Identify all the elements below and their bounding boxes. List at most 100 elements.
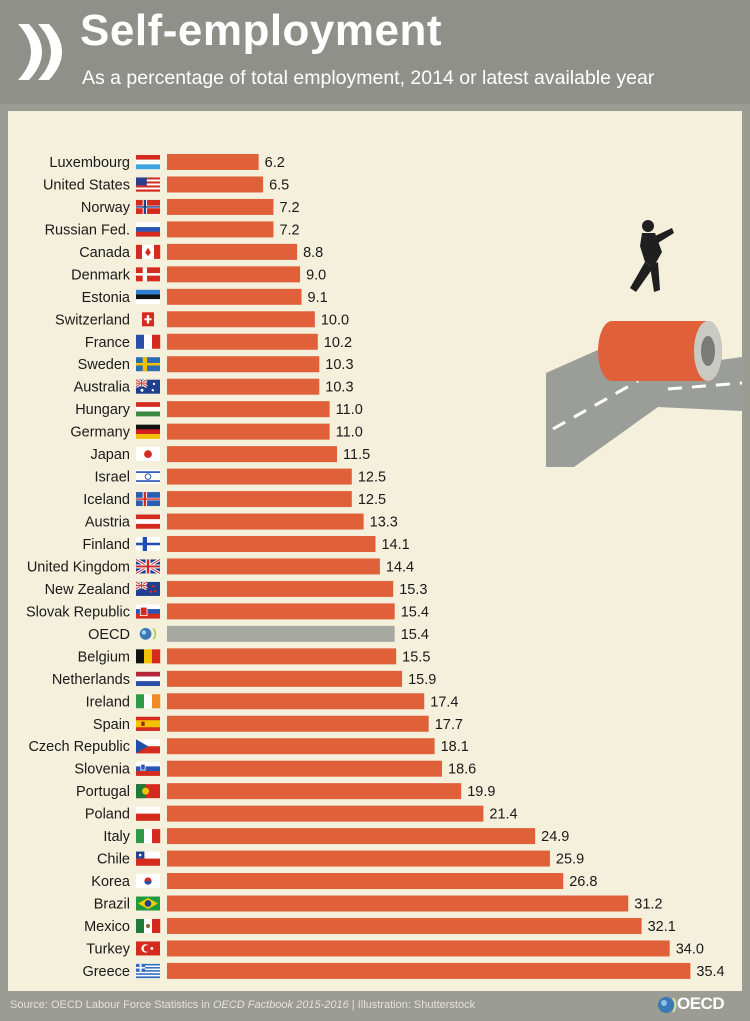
- value-label: 7.2: [279, 222, 299, 238]
- flag-hu-icon: [136, 402, 160, 417]
- flag-de-icon: [136, 424, 160, 439]
- bar-row-slovak-republic: Slovak Republic 15.4: [26, 603, 429, 620]
- bar: [167, 154, 259, 170]
- bar-row-poland: Poland 21.4: [85, 805, 518, 823]
- flag-oecd-icon: [139, 627, 157, 640]
- value-label: 19.9: [467, 784, 495, 800]
- value-label: 6.5: [269, 177, 289, 193]
- bar-row-portugal: Portugal 19.9: [76, 783, 495, 800]
- value-label: 14.4: [386, 559, 414, 575]
- value-label: 11.0: [336, 425, 363, 441]
- category-label: Slovak Republic: [26, 604, 130, 620]
- bar-row-israel: Israel 12.5: [95, 468, 386, 486]
- category-label: Israel: [95, 470, 130, 486]
- value-label: 32.1: [648, 919, 676, 935]
- value-label: 15.4: [401, 627, 429, 643]
- flag-cl-icon: [136, 851, 160, 866]
- flag-se-icon: [136, 357, 160, 372]
- value-label: 13.3: [370, 515, 398, 531]
- bar: [167, 221, 274, 238]
- bar-row-italy: Italy 24.9: [103, 828, 569, 845]
- category-label: Poland: [85, 807, 130, 823]
- oecd-chevrons-logo-icon: [18, 24, 62, 80]
- bar-row-hungary: Hungary 11.0: [75, 401, 363, 418]
- value-label: 15.9: [408, 672, 436, 688]
- category-label: Iceland: [83, 492, 130, 508]
- flag-lu-icon: [136, 155, 160, 170]
- bar: [167, 940, 670, 957]
- category-label: Australia: [74, 380, 131, 396]
- flag-pl-icon: [136, 806, 160, 821]
- value-label: 11.0: [336, 402, 363, 418]
- bar-row-korea: Korea 26.8: [91, 873, 597, 890]
- bar: [167, 828, 536, 845]
- category-label: OECD: [88, 627, 130, 643]
- value-label: 15.4: [401, 604, 429, 620]
- bar: [167, 715, 429, 732]
- value-label: 10.3: [325, 357, 353, 373]
- bar: [167, 401, 330, 418]
- value-label: 9.0: [306, 267, 326, 283]
- category-label: Korea: [91, 874, 131, 890]
- category-label: Austria: [85, 515, 131, 531]
- category-label: Russian Fed.: [45, 222, 130, 238]
- bar-row-ireland: Ireland 17.4: [86, 693, 458, 710]
- flag-cz-icon: [136, 739, 160, 754]
- value-label: 17.7: [435, 717, 463, 733]
- flag-fr-icon: [136, 334, 161, 349]
- category-label: Slovenia: [74, 762, 131, 778]
- value-label: 9.1: [308, 290, 328, 306]
- value-label: 15.3: [399, 582, 427, 598]
- flag-fi-icon: [136, 536, 160, 551]
- flag-ch-icon: [142, 312, 154, 327]
- bar: [167, 603, 395, 620]
- category-label: New Zealand: [45, 582, 130, 598]
- bar-row-australia: Australia 10.3: [74, 378, 354, 396]
- bar: [167, 535, 376, 552]
- category-label: Luxembourg: [49, 155, 130, 171]
- category-label: Denmark: [71, 267, 131, 283]
- flag-nl-icon: [136, 671, 160, 687]
- category-label: Mexico: [84, 919, 130, 935]
- value-label: 24.9: [541, 829, 569, 845]
- category-label: Japan: [90, 447, 130, 463]
- flag-dk-icon: [136, 267, 160, 282]
- bar: [167, 288, 302, 305]
- value-label: 7.2: [279, 200, 299, 216]
- value-label: 18.6: [448, 762, 476, 778]
- bar-row-mexico: Mexico 32.1: [84, 917, 676, 935]
- bar: [167, 468, 352, 485]
- bar: [167, 917, 642, 934]
- flag-ca-icon: [136, 244, 161, 259]
- chart-subtitle: As a percentage of total employment, 201…: [82, 67, 655, 89]
- bar-row-france: France 10.2: [85, 333, 352, 351]
- value-label: 17.4: [430, 694, 458, 710]
- bar-row-brazil: Brazil 31.2: [94, 895, 663, 913]
- value-label: 35.4: [696, 964, 724, 980]
- bar-row-spain: Spain 17.7: [93, 715, 463, 733]
- bar-row-japan: Japan 11.5: [90, 446, 370, 463]
- category-label: Netherlands: [52, 672, 130, 688]
- bar: [167, 783, 462, 800]
- flag-es-icon: [136, 716, 160, 731]
- category-label: Belgium: [78, 649, 130, 665]
- bar: [167, 423, 330, 440]
- bar: [167, 625, 395, 642]
- flag-jp-icon: [136, 447, 160, 462]
- bar-row-united-states: United States 6.5: [43, 176, 289, 193]
- category-label: Ireland: [86, 694, 130, 710]
- bar: [167, 760, 443, 777]
- value-label: 8.8: [303, 245, 323, 261]
- header-band: Self-employment As a percentage of total…: [0, 0, 750, 104]
- value-label: 25.9: [556, 852, 584, 868]
- category-label: Italy: [103, 829, 130, 845]
- category-label: United Kingdom: [27, 559, 130, 575]
- bar: [167, 558, 380, 575]
- bar-row-slovenia: Slovenia 18.6: [74, 760, 476, 778]
- value-label: 15.5: [402, 649, 430, 665]
- value-label: 14.1: [381, 537, 409, 553]
- bar-row-estonia: Estonia 9.1: [82, 288, 328, 306]
- bar: [167, 895, 629, 912]
- category-label: Czech Republic: [28, 739, 130, 755]
